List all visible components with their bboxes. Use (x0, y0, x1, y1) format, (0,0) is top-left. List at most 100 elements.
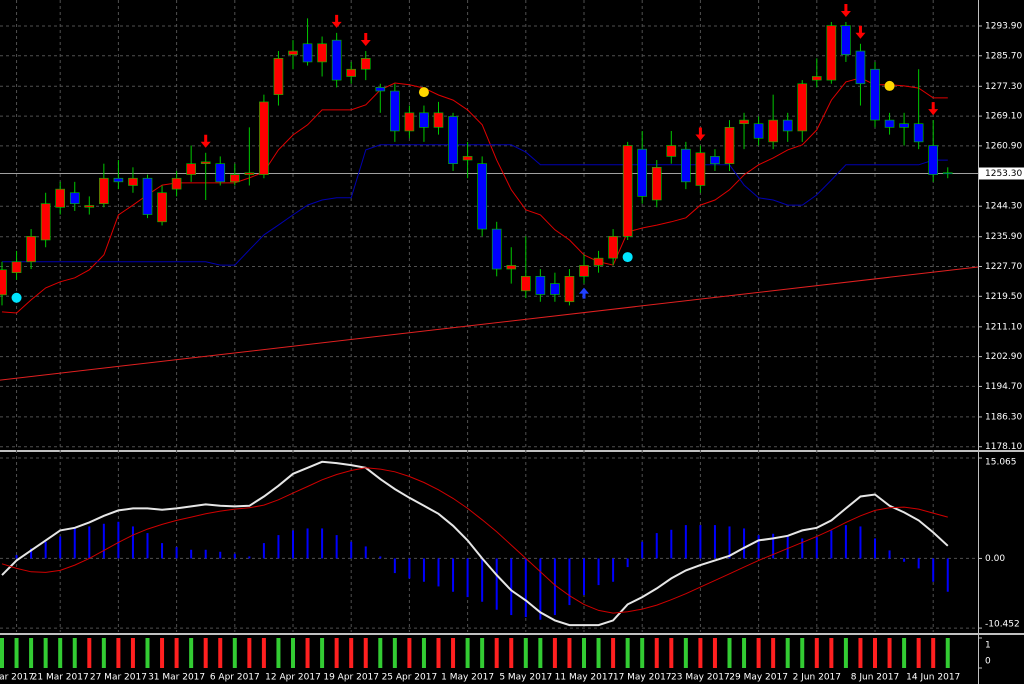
indicator-line (2, 144, 948, 266)
state-bar (829, 638, 834, 668)
candle-body (99, 177, 109, 204)
candle-body (200, 161, 211, 164)
histogram-bar (612, 558, 615, 582)
histogram-bar (932, 558, 935, 582)
histogram-bar (204, 549, 207, 559)
state-bar (800, 638, 805, 668)
signal-dot (884, 80, 895, 91)
candle-body (550, 283, 560, 295)
histogram-bar (321, 528, 324, 559)
state-bar (407, 638, 412, 668)
x-tick-label: 31 Mar 2017 (148, 673, 205, 683)
state-bar (538, 638, 543, 668)
candle-body (26, 236, 36, 263)
histogram-bar (728, 526, 731, 559)
state-bar (523, 638, 528, 668)
candle-body (782, 119, 793, 132)
histogram-bar (626, 558, 629, 568)
trendline (0, 266, 979, 381)
y-tick-label: 1285.70 (985, 51, 1022, 61)
candle-body (855, 50, 866, 85)
candle-body (317, 43, 327, 63)
histogram-bar (786, 535, 789, 559)
candle-body (40, 203, 51, 241)
y-tick-label: 1194.70 (985, 382, 1022, 392)
histogram-bar (539, 558, 542, 620)
indicator-line (1, 460, 949, 627)
state-bar (902, 638, 907, 668)
candle-body (579, 265, 589, 277)
histogram-bar (743, 528, 746, 559)
candle-body (491, 228, 502, 270)
y-tick-label: 1219.50 (985, 292, 1022, 302)
candle-body (273, 58, 284, 95)
state-bar (640, 638, 645, 668)
histogram-bar (772, 533, 775, 559)
x-tick-label: 17 May 2017 (613, 673, 672, 683)
candle-body (448, 116, 458, 164)
candle-body (637, 148, 648, 197)
histogram-bar (874, 538, 876, 559)
candle-body (215, 163, 226, 183)
candle-body (259, 101, 269, 175)
state-bar (451, 638, 456, 668)
x-tick-label: 21 Mar 2017 (32, 673, 89, 683)
state-bar (931, 638, 936, 668)
y-tick-label: 1211.10 (985, 322, 1022, 332)
x-tick-label: 29 May 2017 (729, 673, 788, 683)
signal-dot (622, 252, 633, 263)
state-bar (87, 638, 92, 668)
candle-body (375, 87, 386, 92)
state-bar (334, 638, 339, 668)
y-tick-label: 1186.30 (985, 412, 1022, 422)
state-bar (552, 638, 557, 668)
candle-body (11, 261, 22, 273)
histogram-bar (583, 558, 585, 596)
signal-dot (11, 292, 22, 303)
histogram-bar (59, 536, 62, 559)
candle-body (520, 276, 531, 292)
histogram-bar (161, 543, 164, 559)
candle-body (884, 119, 895, 128)
state-bar (785, 638, 790, 668)
state-bar (873, 638, 877, 668)
state-bar (43, 638, 48, 668)
state-bar (887, 638, 892, 668)
candle-body (724, 127, 735, 164)
y-tick-label: 1 (985, 641, 991, 651)
y-tick-label: 1227.70 (985, 262, 1022, 272)
histogram-bar (248, 556, 251, 559)
state-bar (145, 638, 150, 668)
state-bar (291, 638, 295, 668)
state-bar (654, 638, 659, 668)
candle-body (142, 177, 153, 215)
candle-body (230, 174, 240, 183)
histogram-bar (452, 558, 455, 592)
state-bar (29, 638, 34, 668)
state-bar (189, 638, 194, 668)
y-tick-label: 1293.90 (985, 21, 1022, 31)
y-tick-label: 1178.10 (985, 442, 1022, 452)
histogram-bar (292, 530, 294, 559)
signal-arrow-down (331, 14, 342, 28)
x-tick-label: 6 Apr 2017 (210, 673, 260, 683)
x-tick-label: 11 May 2017 (555, 673, 614, 683)
histogram-bar (277, 535, 280, 559)
state-bar (349, 638, 354, 668)
state-bar (0, 638, 4, 668)
state-bar (683, 638, 688, 668)
x-tick-label: 12 Apr 2017 (265, 673, 321, 683)
state-bar (698, 638, 703, 668)
candle-body (128, 177, 138, 186)
state-bar (742, 638, 747, 668)
state-bar (392, 638, 397, 668)
candle-body (681, 148, 691, 183)
candle-body (753, 123, 764, 139)
histogram-bar (306, 528, 309, 559)
candle-body (462, 156, 473, 161)
signal-dot (418, 87, 429, 98)
candle-body (535, 276, 546, 295)
state-bar (116, 638, 121, 668)
histogram-bar (568, 558, 571, 606)
state-bar (14, 638, 19, 668)
